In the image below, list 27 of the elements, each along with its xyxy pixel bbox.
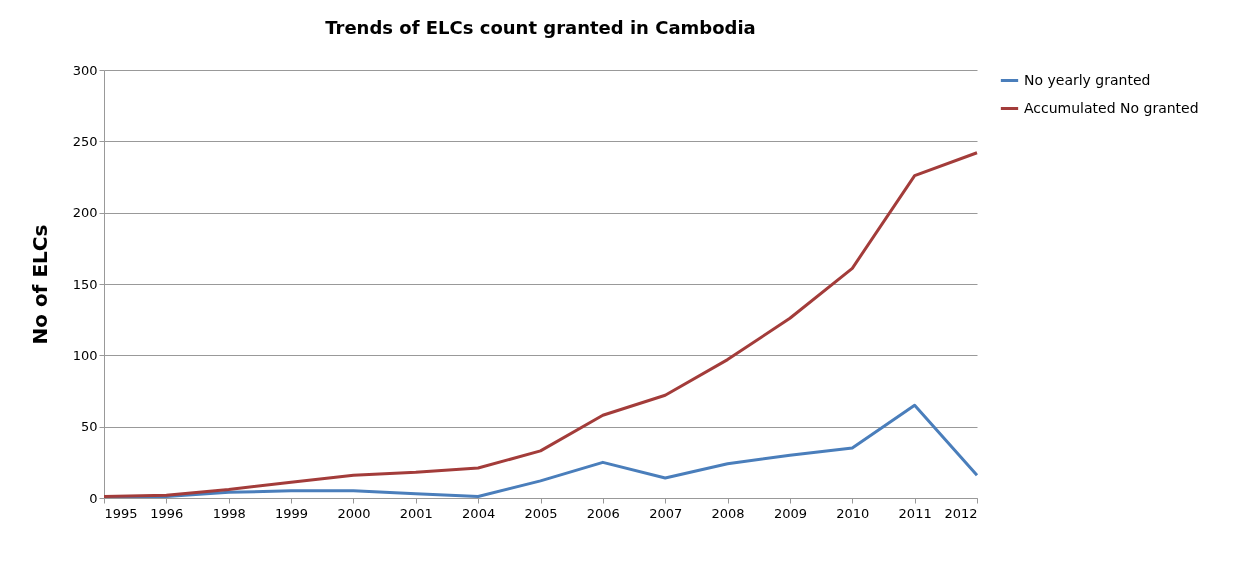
x-tick-label: 1999 xyxy=(275,505,309,521)
line-series xyxy=(102,151,979,499)
y-axis-title: No of ELCs xyxy=(27,224,52,345)
y-tick-label: 150 xyxy=(72,276,98,292)
x-tick-label: 2008 xyxy=(711,505,745,521)
x-tick-label: 2009 xyxy=(773,505,807,521)
y-tick-label: 0 xyxy=(89,490,98,506)
x-tick-label: 2011 xyxy=(898,505,932,521)
x-tick-label: 2005 xyxy=(524,505,558,521)
x-tick-label: 1998 xyxy=(212,505,246,521)
x-tick-label: 2010 xyxy=(836,505,870,521)
y-tick-label: 50 xyxy=(80,419,98,435)
legend-label: Accumulated No granted xyxy=(1024,99,1199,116)
y-tick-label: 200 xyxy=(72,205,98,221)
chart-title: Trends of ELCs count granted in Cambodia xyxy=(325,17,756,38)
x-tick-label: 2004 xyxy=(462,505,496,521)
x-tick-label: 1996 xyxy=(150,505,184,521)
x-tick-label: 1995 xyxy=(104,505,138,521)
x-tick-label: 2000 xyxy=(337,505,371,521)
y-tick-label: 100 xyxy=(72,347,98,363)
x-tick-label: 2001 xyxy=(399,505,433,521)
y-tick-label: 300 xyxy=(72,62,98,78)
legend-label: No yearly granted xyxy=(1024,71,1151,88)
x-tick-label: 2012 xyxy=(944,505,978,521)
y-tick-label: 250 xyxy=(72,133,98,149)
x-tick-label: 2007 xyxy=(649,505,683,521)
x-tick-label: 2006 xyxy=(586,505,620,521)
